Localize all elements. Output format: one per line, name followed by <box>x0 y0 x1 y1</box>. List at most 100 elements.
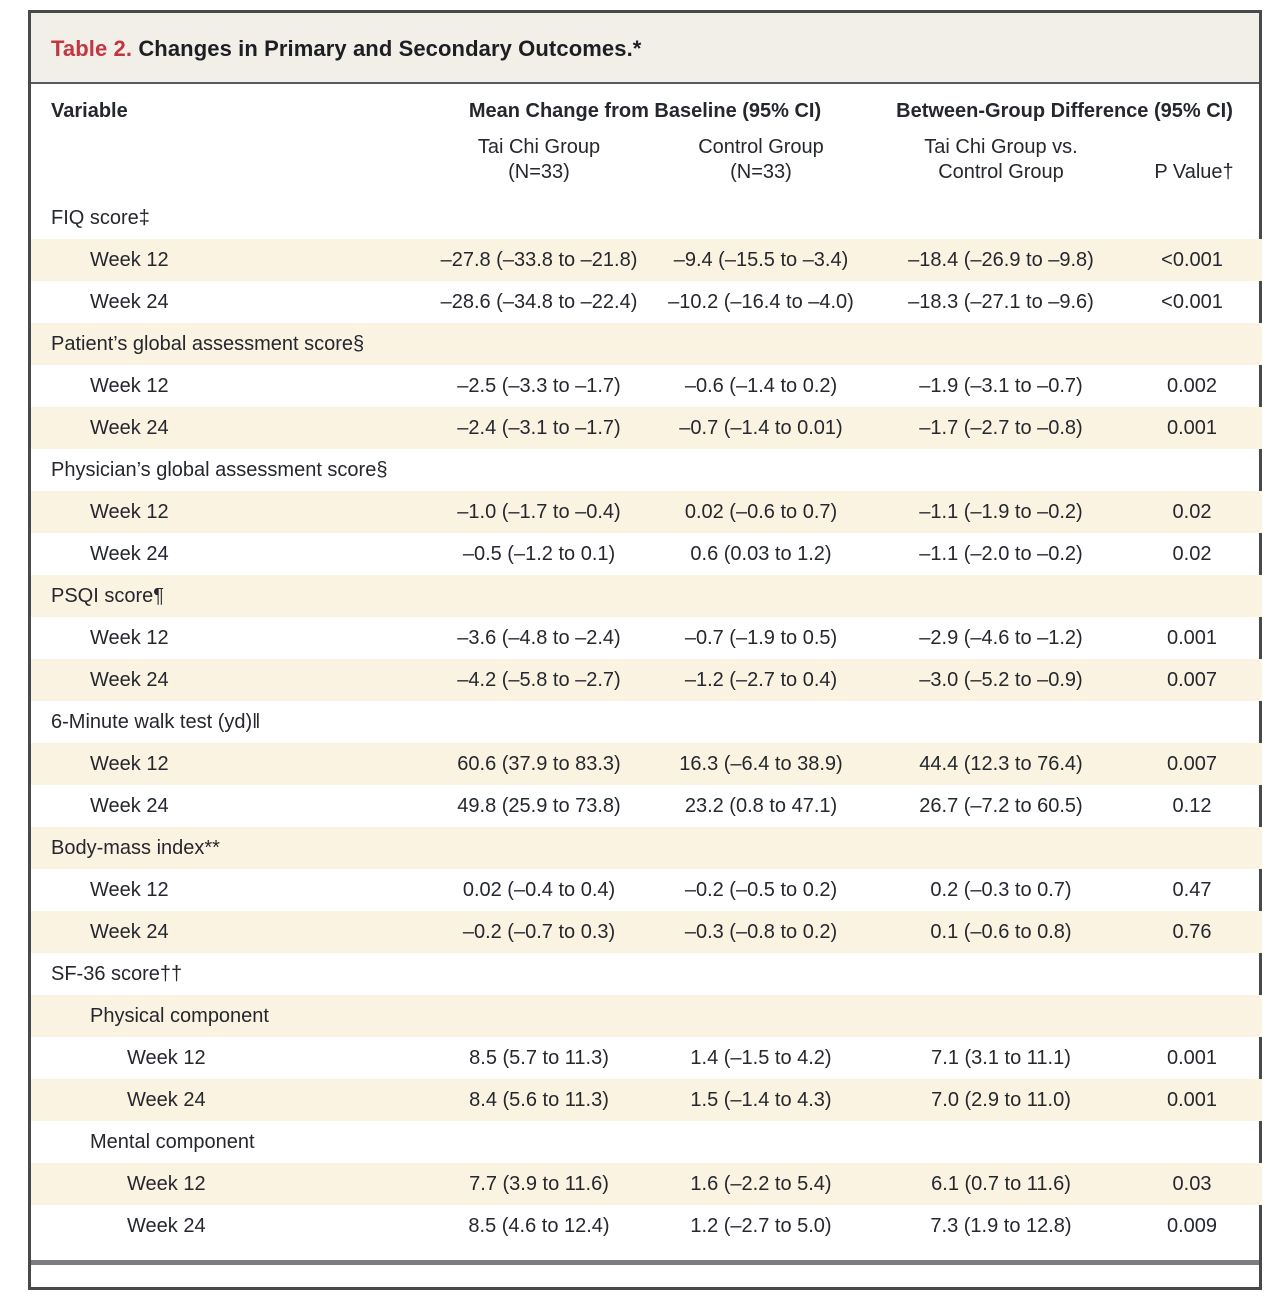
table-row: SF-36 score†† <box>31 953 1262 995</box>
cell-p-value: 0.76 <box>1172 920 1212 943</box>
table-row: Week 24 8.4 (5.6 to 11.3) 1.5 (–1.4 to 4.3… <box>31 1079 1263 1121</box>
cell-p-value <box>1135 323 1262 365</box>
column-header-taichi-group: Tai Chi Group (N=33) <box>477 136 601 183</box>
cell-taichi-group: 0.02 (–0.4 to 0.4) <box>462 878 616 901</box>
table-number: Table 2. <box>51 36 133 61</box>
cell-p-value: 0.12 <box>1172 794 1212 817</box>
table-header: Variable Mean Change from Baseline (95% … <box>31 84 1262 197</box>
row-label: Week 24 <box>90 668 169 691</box>
cell-between-difference <box>867 701 1135 743</box>
cell-taichi-group <box>423 953 655 995</box>
cell-between-difference <box>867 1121 1135 1163</box>
cell-control-group <box>655 995 867 1037</box>
row-label: Week 24 <box>90 290 169 313</box>
cell-p-value: 0.001 <box>1166 626 1218 649</box>
cell-between-difference <box>867 953 1135 995</box>
table-row: Week 12 –1.0 (–1.7 to –0.4) 0.02 (–0.6 to … <box>31 491 1263 533</box>
row-label: Week 24 <box>127 1214 206 1237</box>
cell-taichi-group: –0.5 (–1.2 to 0.1) <box>462 542 616 565</box>
column-header-variable: Variable <box>51 100 128 122</box>
table-title-bar: Table 2. Changes in Primary and Secondar… <box>31 13 1259 84</box>
table-row: Week 24 49.8 (25.9 to 73.8) 23.2 (0.8 to 4… <box>31 785 1262 827</box>
cell-between-difference <box>867 827 1135 869</box>
cell-between-difference: –1.1 (–1.9 to –0.2) <box>919 500 1083 523</box>
table-row: Week 24 –0.5 (–1.2 to 0.1) 0.6 (0.03 to 1.… <box>31 533 1262 575</box>
cell-taichi-group <box>423 323 655 365</box>
cell-taichi-group: –1.0 (–1.7 to –0.4) <box>457 500 621 523</box>
cell-between-difference <box>867 197 1135 239</box>
table-row: Week 12 –2.5 (–3.3 to –1.7) –0.6 (–1.4 to … <box>31 365 1262 407</box>
cell-control-group <box>655 197 867 239</box>
cell-control-group <box>655 953 867 995</box>
cell-control-group <box>655 575 867 617</box>
cell-p-value <box>1135 953 1262 995</box>
row-label: Week 24 <box>90 416 169 439</box>
row-label: Week 24 <box>90 920 169 943</box>
cell-between-difference: –1.7 (–2.7 to –0.8) <box>919 416 1083 439</box>
cell-control-group: 1.2 (–2.7 to 5.0) <box>690 1214 832 1237</box>
cell-control-group: –0.3 (–0.8 to 0.2) <box>684 920 838 943</box>
cell-taichi-group <box>423 449 655 491</box>
cell-between-difference <box>867 995 1135 1037</box>
row-label: Physical component <box>90 1004 269 1027</box>
row-label: Week 12 <box>127 1172 206 1195</box>
cell-p-value: 0.009 <box>1166 1214 1218 1237</box>
table-row: 6-Minute walk test (yd)‖ <box>31 701 1262 743</box>
cell-p-value <box>1135 995 1262 1037</box>
cell-between-difference: –1.1 (–2.0 to –0.2) <box>919 542 1083 565</box>
cell-taichi-group: 8.4 (5.6 to 11.3) <box>469 1088 609 1111</box>
cell-between-difference: –2.9 (–4.6 to –1.2) <box>919 626 1083 649</box>
row-label: Week 12 <box>127 1046 206 1069</box>
cell-taichi-group: 8.5 (5.7 to 11.3) <box>469 1046 609 1069</box>
cell-control-group: 16.3 (–6.4 to 38.9) <box>679 752 843 775</box>
cell-control-group: –0.7 (–1.9 to 0.5) <box>684 626 838 649</box>
cell-control-group <box>655 323 867 365</box>
cell-taichi-group <box>423 575 655 617</box>
cell-p-value: 0.001 <box>1166 1088 1218 1111</box>
table-row: FIQ score‡ <box>31 197 1262 239</box>
row-label: Patient’s global assessment score§ <box>51 332 365 355</box>
cell-taichi-group: –0.2 (–0.7 to 0.3) <box>462 920 616 943</box>
cell-p-value <box>1135 701 1262 743</box>
row-label: Week 12 <box>90 752 169 775</box>
cell-p-value: 0.02 <box>1172 542 1212 565</box>
row-label: Week 24 <box>90 794 169 817</box>
row-label: FIQ score‡ <box>51 206 150 229</box>
cell-control-group: –10.2 (–16.4 to –4.0) <box>668 290 854 313</box>
row-label: Week 24 <box>127 1088 206 1111</box>
cell-taichi-group: –3.6 (–4.8 to –2.4) <box>457 626 621 649</box>
cell-control-group: 0.6 (0.03 to 1.2) <box>690 542 832 565</box>
row-label: Body-mass index** <box>51 836 220 859</box>
cell-p-value: 0.007 <box>1166 668 1218 691</box>
table-row: Mental component <box>31 1121 1262 1163</box>
cell-taichi-group: 8.5 (4.6 to 12.4) <box>468 1214 610 1237</box>
cell-p-value: <0.001 <box>1161 290 1223 313</box>
column-group-mean-change: Mean Change from Baseline (95% CI) <box>468 100 822 122</box>
cell-p-value <box>1135 827 1262 869</box>
table-row: Week 12 8.5 (5.7 to 11.3) 1.4 (–1.5 to 4.2… <box>31 1037 1262 1079</box>
cell-p-value: 0.001 <box>1166 1046 1218 1069</box>
cell-p-value: 0.001 <box>1166 416 1218 439</box>
cell-control-group: 1.5 (–1.4 to 4.3) <box>690 1088 832 1111</box>
cell-between-difference <box>867 575 1135 617</box>
cell-p-value <box>1135 575 1262 617</box>
table-row: Week 12 60.6 (37.9 to 83.3) 16.3 (–6.4 to … <box>31 743 1263 785</box>
cell-between-difference: –1.9 (–3.1 to –0.7) <box>919 374 1083 397</box>
row-label: Week 12 <box>90 248 169 271</box>
table-row: Patient’s global assessment score§ <box>31 323 1263 365</box>
cell-taichi-group <box>423 995 655 1037</box>
table-body: FIQ score‡ Week 12 –27.8 (–33.8 to –21.8) –… <box>31 197 1263 1247</box>
cell-p-value: 0.47 <box>1172 878 1212 901</box>
cell-control-group <box>655 449 867 491</box>
cell-taichi-group: 49.8 (25.9 to 73.8) <box>457 794 621 817</box>
row-label: Week 12 <box>90 374 169 397</box>
row-label: Mental component <box>90 1130 255 1153</box>
row-label: SF-36 score†† <box>51 962 183 985</box>
cell-control-group: –0.7 (–1.4 to 0.01) <box>679 416 843 439</box>
table-row: Week 12 –3.6 (–4.8 to –2.4) –0.7 (–1.9 to … <box>31 617 1262 659</box>
cell-p-value: <0.001 <box>1161 248 1223 271</box>
cell-p-value <box>1135 449 1262 491</box>
row-label: Week 12 <box>90 500 169 523</box>
cell-taichi-group: –28.6 (–34.8 to –22.4) <box>440 290 638 313</box>
